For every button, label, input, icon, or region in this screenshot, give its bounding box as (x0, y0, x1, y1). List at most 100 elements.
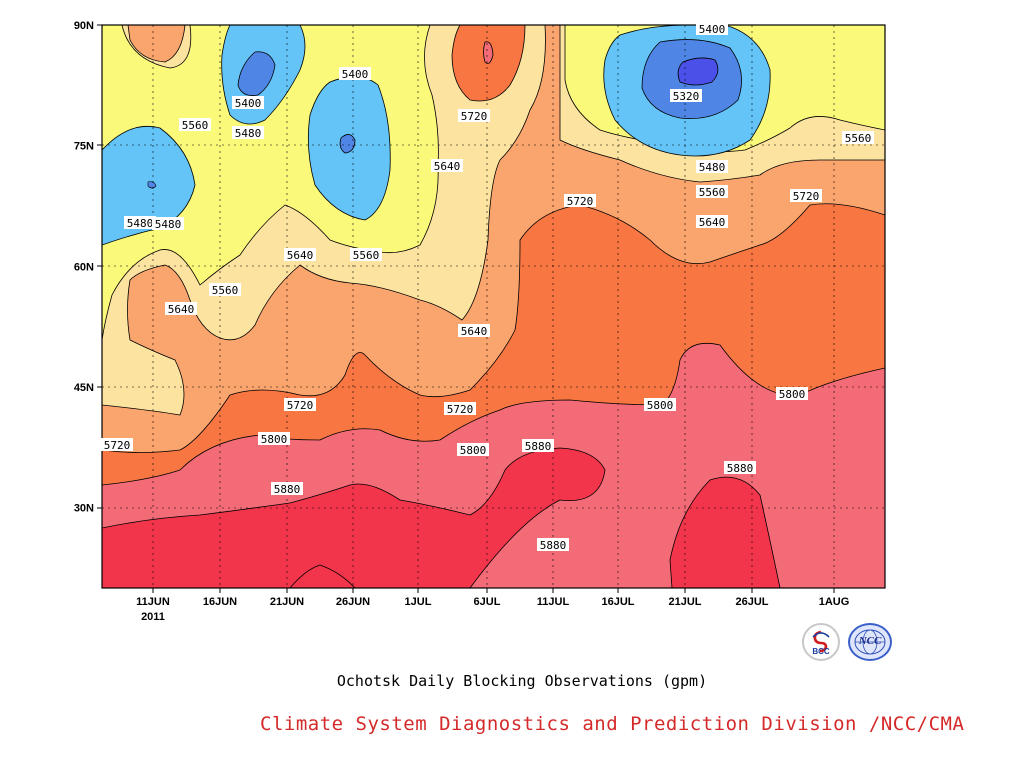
contour-label: 5320 (670, 89, 702, 103)
contour-label: 5640 (431, 159, 463, 173)
contour-label: 5400 (232, 96, 264, 110)
credit-line: Climate System Diagnostics and Predictio… (260, 713, 965, 735)
contour-label: 5480 (696, 160, 728, 174)
x-axis (152, 588, 835, 593)
contour-label-text: 5640 (434, 160, 461, 173)
contour-label: 5560 (696, 185, 728, 199)
band-5320-5400-pool-b (237, 51, 276, 96)
band-5640-5720-top-left (127, 25, 186, 63)
x-tick-label: 21JUN (270, 596, 304, 608)
contour-label: 5560 (179, 118, 211, 132)
contour-label-text: 5320 (673, 90, 700, 103)
contour-label-text: 5800 (261, 433, 288, 446)
contour-label-text: 5560 (182, 119, 209, 132)
contour-label-text: 5400 (342, 68, 369, 81)
contour-label-text: 5560 (845, 132, 872, 145)
contour-label-text: 5880 (274, 483, 301, 496)
band-below-5320 (677, 57, 719, 86)
contour-label-text: 5720 (447, 403, 474, 416)
x-tick-label: 26JUL (735, 596, 768, 608)
y-tick-labels: 30N 45N 60N 75N 90N (74, 20, 94, 515)
contour-label: 5720 (458, 109, 490, 123)
band-5400-5480-dot-left (147, 181, 157, 189)
y-tick-label: 60N (74, 261, 94, 273)
contour-label-text: 5640 (287, 249, 314, 262)
x-tick-label: 16JUN (203, 596, 237, 608)
contour-label: 5880 (271, 482, 303, 496)
contour-label: 5640 (165, 302, 197, 316)
contour-label-text: 5640 (699, 216, 726, 229)
contour-label: 5720 (284, 398, 316, 412)
contour-label-text: 5480 (155, 218, 182, 231)
contour-label: 5800 (258, 432, 290, 446)
contour-label: 5640 (696, 215, 728, 229)
y-tick-label: 45N (74, 382, 94, 394)
contour-label: 5880 (522, 439, 554, 453)
contour-label-text: 5400 (699, 23, 726, 36)
contour-label-text: 5720 (567, 195, 594, 208)
contour-label: 5720 (564, 194, 596, 208)
y-axis (97, 24, 102, 509)
contour-label-text: 5560 (353, 249, 380, 262)
contour-label: 5400 (696, 22, 728, 36)
contour-label-text: 5800 (647, 399, 674, 412)
x-tick-label: 6JUL (474, 596, 501, 608)
contour-label-text: 5800 (460, 444, 487, 457)
contour-label: 5640 (284, 248, 316, 262)
contour-label-text: 5560 (212, 284, 239, 297)
contour-label-text: 5480 (699, 161, 726, 174)
contour-fill-layer (102, 25, 885, 588)
y-tick-label: 30N (74, 503, 94, 515)
y-tick-label: 75N (74, 141, 94, 153)
contour-label-text: 5640 (461, 325, 488, 338)
x-tick-label: 1AUG (819, 596, 850, 608)
contour-label-text: 5880 (540, 539, 567, 552)
contour-label: 5560 (350, 248, 382, 262)
x-tick-label: 11JUN (136, 596, 170, 608)
contour-label: 5480 (152, 217, 184, 231)
bcc-emblem-icon (812, 630, 830, 653)
contour-label: 5800 (776, 387, 808, 401)
contour-label: 5480 (232, 126, 264, 140)
contour-label-text: 5720 (461, 110, 488, 123)
band-5800-5880-north-dot (483, 41, 494, 64)
ncc-logo-text: NCC (858, 635, 882, 647)
band-5320-5400-dot (339, 134, 356, 154)
plot-frame (101, 24, 886, 589)
contour-label-text: 5480 (127, 217, 154, 230)
x-tick-label: 16JUL (601, 596, 634, 608)
contour-label-text: 5720 (104, 439, 131, 452)
contour-label: 5720 (444, 402, 476, 416)
contour-label-text: 5880 (525, 440, 552, 453)
contour-label: 5720 (790, 189, 822, 203)
x-tick-labels: 11JUN 16JUN 21JUN 26JUN 1JUL 6JUL 11JUL 16JUL 21… (136, 596, 849, 608)
chart-caption: Ochotsk Daily Blocking Observations (gpm… (336, 672, 708, 690)
contour-labels: 5400 5480 5560 5480 5560 5480 5400 5320 5640 5720… (101, 22, 874, 552)
contour-label: 5560 (842, 131, 874, 145)
contour-label-text: 5800 (779, 388, 806, 401)
contour-label-text: 5480 (235, 127, 262, 140)
year-label: 2011 (141, 611, 165, 623)
x-tick-label: 1JUL (405, 596, 432, 608)
ncc-globe-emblem-icon (854, 629, 886, 655)
contour-label: 5720 (101, 438, 133, 452)
x-tick-label: 11JUL (537, 596, 570, 608)
contour-label: 5400 (339, 67, 371, 81)
ncc-logo: NCC (848, 623, 892, 661)
contour-label-text: 5560 (699, 186, 726, 199)
band-above-5880-south-patch (289, 564, 356, 588)
contour-label: 5880 (537, 538, 569, 552)
contour-label: 5560 (209, 283, 241, 297)
x-tick-label: 26JUN (336, 596, 370, 608)
contour-label: 5800 (644, 398, 676, 412)
x-tick-label: 21JUL (668, 596, 701, 608)
y-tick-label: 90N (74, 20, 94, 32)
bcc-logo: BCC (802, 623, 840, 661)
contour-label-text: 5400 (235, 97, 262, 110)
bcc-logo-text: BCC (812, 647, 830, 656)
contour-label: 5480 (124, 216, 156, 230)
contour-label-text: 5720 (793, 190, 820, 203)
contour-label-text: 5640 (168, 303, 195, 316)
contour-label: 5640 (458, 324, 490, 338)
